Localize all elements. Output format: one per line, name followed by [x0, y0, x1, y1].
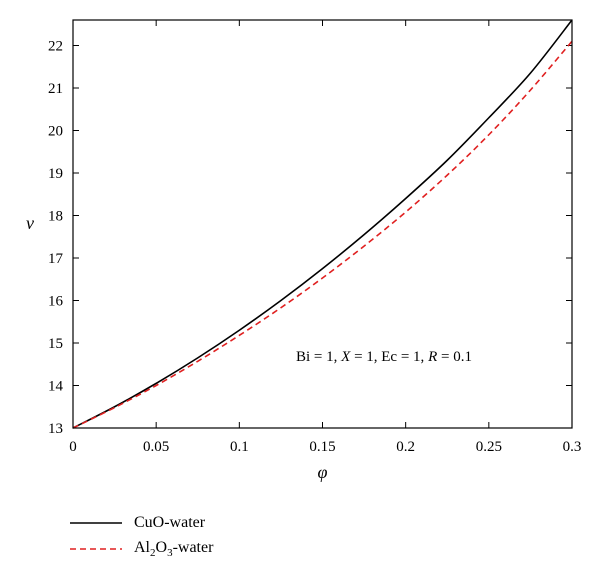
- x-tick-label: 0.2: [396, 439, 415, 455]
- annotation-part: X: [340, 349, 351, 365]
- axis-ticks: [72, 20, 573, 429]
- y-tick-label: 14: [48, 379, 64, 395]
- series-layer: [72, 19, 573, 429]
- legend-swatch-solid: [70, 522, 122, 524]
- annotation-part: = 0.1: [437, 349, 472, 365]
- annotation-part: R: [427, 349, 437, 365]
- x-axis-label: φ: [318, 462, 328, 482]
- annotation-part: Bi = 1,: [296, 349, 341, 365]
- y-tick-label: 17: [48, 251, 64, 267]
- y-tick-label: 18: [48, 209, 63, 225]
- y-tick-label: 21: [48, 81, 63, 97]
- y-axis-label: ν: [26, 213, 34, 233]
- series-line-al2o3-water: [72, 40, 573, 429]
- legend-label-al2o3-water: Al2O3-water: [134, 538, 214, 560]
- y-tick-label: 13: [48, 421, 63, 437]
- y-tick-label: 19: [48, 166, 63, 182]
- tick-labels: 0 0.05 0.1 0.15 0.2 0.25 0.3 13 14 15 16 17 18 19 20 21…: [48, 39, 581, 456]
- series-line-cuo-water: [72, 19, 573, 429]
- y-tick-label: 22: [48, 39, 63, 55]
- y-tick-label: 15: [48, 336, 63, 352]
- y-tick-label: 16: [48, 294, 64, 310]
- y-tick-label: 20: [48, 124, 63, 140]
- legend-label-cuo-water: CuO-water: [134, 514, 206, 531]
- x-tick-label: 0.15: [309, 439, 335, 455]
- line-chart: 0 0.05 0.1 0.15 0.2 0.25 0.3 13 14 15 16 17 18 19 20 21…: [26, 19, 581, 482]
- x-tick-label: 0.3: [563, 439, 582, 455]
- legend: CuO-water Al2O3-water: [70, 510, 213, 562]
- annotation-part: = 1, Ec = 1,: [350, 349, 428, 365]
- x-tick-label: 0.05: [143, 439, 169, 455]
- x-tick-label: 0.25: [476, 439, 502, 455]
- parameter-annotation: Bi = 1, X = 1, Ec = 1, R = 0.1: [296, 349, 472, 365]
- legend-swatch-dashed: [70, 548, 122, 550]
- legend-item-al2o3-water: Al2O3-water: [70, 536, 213, 562]
- legend-item-cuo-water: CuO-water: [70, 510, 213, 536]
- plot-frame: [72, 19, 573, 429]
- x-tick-label: 0: [69, 439, 77, 455]
- x-tick-label: 0.1: [230, 439, 249, 455]
